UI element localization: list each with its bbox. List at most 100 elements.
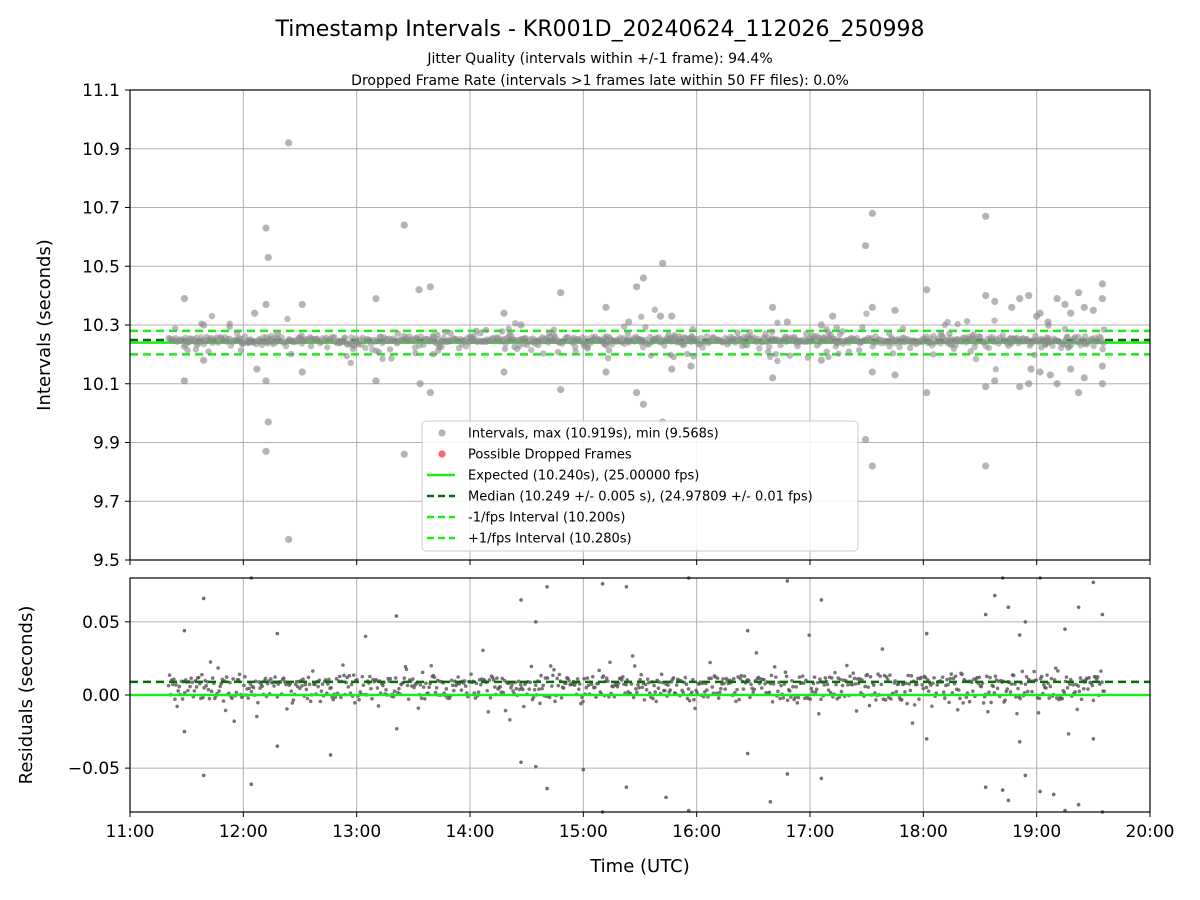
residual-point (689, 690, 694, 695)
residual-point (1102, 689, 1106, 693)
residual-point (171, 682, 175, 687)
residual-point (257, 680, 261, 684)
residual-point (770, 700, 775, 704)
residual-point (636, 682, 640, 687)
residual-point (283, 680, 287, 684)
residual-point (581, 699, 585, 704)
interval-point (307, 342, 315, 350)
residual-point (272, 684, 276, 688)
interval-outlier-point (262, 447, 270, 455)
residual-point (1012, 682, 1017, 686)
residual-point (402, 676, 407, 680)
interval-outlier-point (415, 286, 423, 294)
residual-point (1053, 666, 1058, 670)
residual-point (723, 687, 727, 691)
residual-point (531, 695, 536, 700)
interval-point (233, 329, 241, 337)
interval-outlier-point (1080, 374, 1088, 382)
residual-point (449, 678, 454, 683)
residual-point (646, 680, 651, 685)
interval-point (927, 339, 934, 346)
residual-outlier-point (624, 785, 629, 789)
residual-point (1009, 682, 1014, 686)
interval-point (1100, 339, 1107, 347)
interval-point (245, 339, 252, 347)
interval-outlier-point (982, 212, 990, 220)
residual-point (657, 680, 662, 684)
interval-point (1032, 332, 1039, 340)
residual-point (986, 709, 990, 714)
residual-point (645, 677, 650, 682)
residual-point (773, 675, 778, 679)
interval-point (786, 352, 794, 359)
residual-point (967, 699, 972, 704)
residual-point (874, 698, 878, 702)
residual-point (941, 690, 946, 695)
interval-point (400, 332, 408, 340)
residual-point (845, 663, 849, 668)
residual-outlier-point (201, 596, 206, 601)
residual-point (419, 696, 424, 701)
residual-point (305, 696, 310, 701)
residual-point (880, 647, 885, 651)
residual-point (654, 699, 659, 704)
residual-point (953, 674, 958, 678)
legend-box (421, 420, 859, 552)
residuals-y-tick-label: 0.00 (82, 686, 120, 706)
residual-point (906, 673, 911, 678)
interval-point (184, 347, 191, 354)
residual-point (825, 682, 830, 687)
residual-point (394, 727, 399, 731)
residual-point (992, 691, 997, 695)
residual-point (342, 673, 346, 678)
residual-point (217, 689, 221, 693)
interval-point (1038, 344, 1045, 351)
residual-point (557, 672, 562, 677)
interval-point (647, 352, 655, 359)
residual-point (326, 682, 330, 686)
interval-point (642, 324, 649, 331)
interval-point (774, 319, 781, 326)
legend: Intervals, max (10.919s), min (9.568s) Po… (421, 420, 859, 552)
residual-point (406, 697, 411, 701)
interval-point (1008, 338, 1015, 345)
interval-point (638, 337, 646, 344)
residual-point (333, 695, 338, 699)
residual-point (555, 676, 560, 681)
interval-outlier-point (1098, 362, 1106, 370)
residual-point (909, 674, 914, 678)
residual-point (368, 674, 372, 679)
residual-point (708, 660, 712, 665)
interval-point (412, 349, 419, 357)
residual-point (473, 696, 478, 700)
interval-outlier-point (1044, 318, 1052, 326)
residual-outlier-point (745, 751, 750, 756)
residual-point (1005, 687, 1010, 691)
residual-point (416, 706, 421, 710)
interval-outlier-point (200, 321, 208, 329)
interval-outlier-point (923, 286, 931, 294)
residual-point (1008, 690, 1013, 694)
residual-point (988, 675, 992, 680)
residual-point (363, 634, 368, 639)
residual-point (538, 701, 542, 706)
residual-point (327, 677, 331, 682)
residual-point (781, 696, 786, 700)
residual-point (561, 686, 566, 690)
residual-point (510, 683, 514, 687)
residual-point (741, 687, 746, 691)
residual-point (173, 697, 177, 702)
residual-point (601, 674, 606, 678)
interval-point (347, 359, 354, 367)
legend-label: Median (10.249 +/- 0.005 s), (24.97809 +… (468, 490, 813, 505)
residual-point (846, 683, 850, 687)
residual-point (177, 684, 182, 689)
interval-point (590, 336, 597, 343)
interval-point (1090, 342, 1097, 350)
interval-point (825, 353, 832, 361)
residual-outlier-point (924, 631, 929, 636)
residual-point (807, 633, 811, 637)
interval-point (991, 317, 998, 324)
residual-point (946, 682, 950, 687)
interval-point (605, 347, 613, 354)
